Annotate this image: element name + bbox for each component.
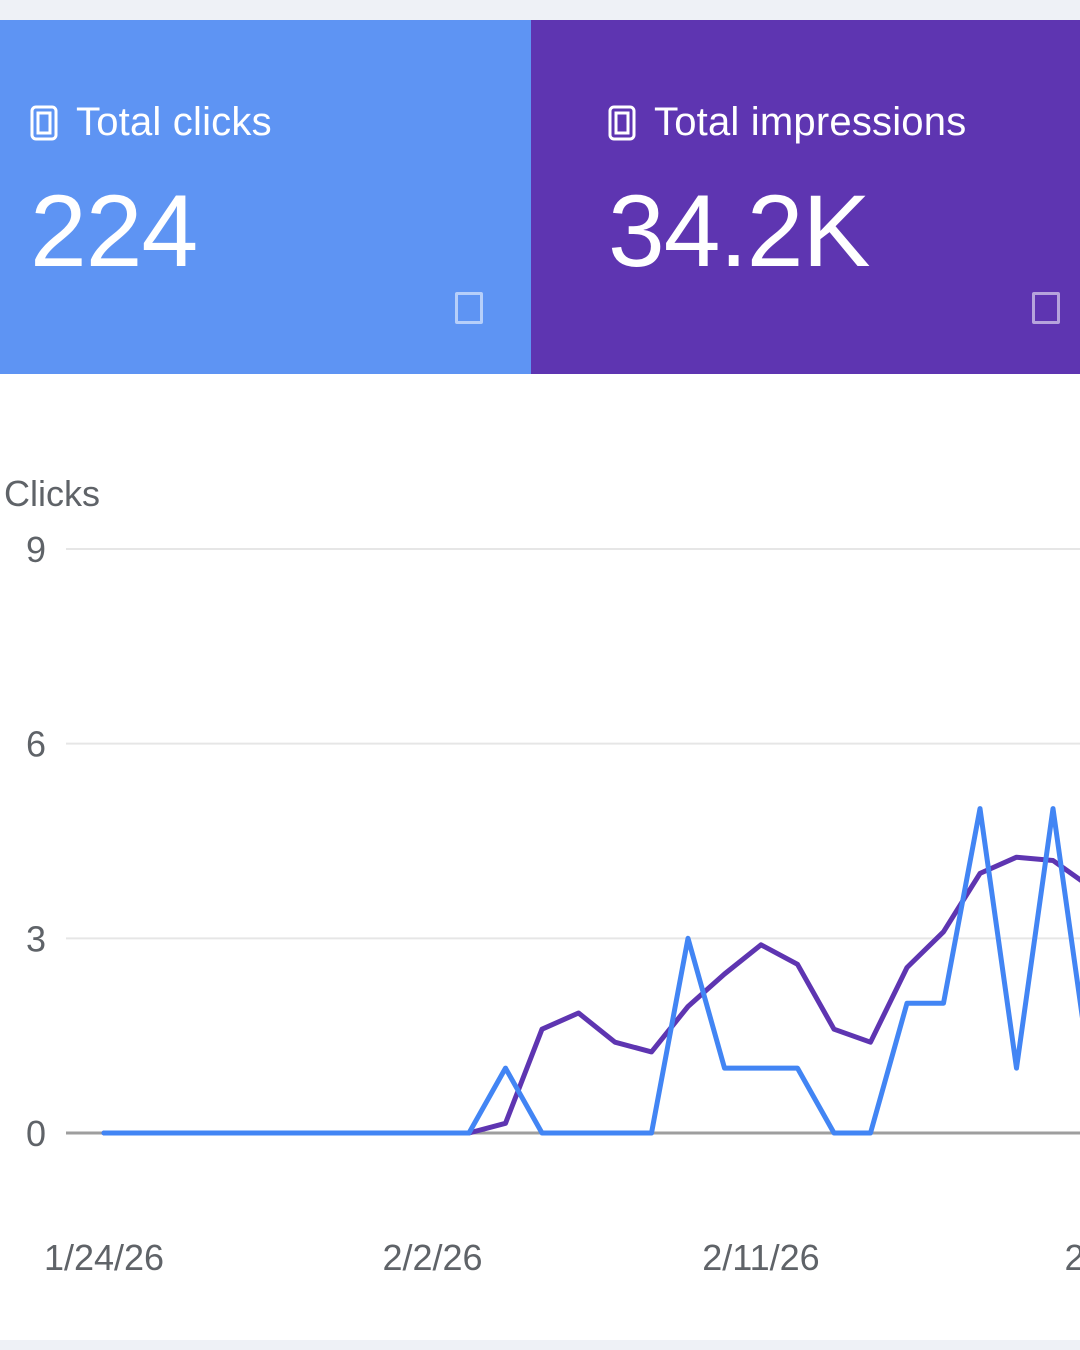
device-icon [608, 105, 636, 141]
chart-svg: Clicks 0 3 6 9 1/24/26 2/2/26 2/11/26 2/2 [4, 473, 1080, 1278]
total-clicks-label: Total clicks [76, 100, 272, 144]
metric-cards: Total clicks 224 Total impressions 34.2K [0, 20, 1080, 374]
impressions-series-line [101, 854, 1080, 1136]
y-tick-label: 9 [26, 529, 46, 570]
chart-grid [66, 548, 1080, 1135]
total-clicks-value: 224 [30, 174, 198, 288]
y-tick-label: 3 [26, 918, 46, 959]
x-tick-label: 2/2 [1064, 1237, 1080, 1278]
clicks-series-line [101, 806, 1080, 1136]
y-axis-title: Clicks [4, 473, 100, 514]
y-tick-label: 0 [26, 1113, 46, 1154]
total-clicks-header: Total clicks [30, 100, 272, 145]
performance-chart: Clicks 0 3 6 9 1/24/26 2/2/26 2/11/26 2/2 [0, 374, 1080, 1340]
x-tick-label: 1/24/26 [44, 1237, 164, 1278]
x-tick-label: 2/11/26 [702, 1237, 819, 1278]
x-tick-label: 2/2/26 [382, 1237, 482, 1278]
performance-panel: Total clicks 224 Total impressions 34.2K… [0, 20, 1080, 1340]
total-clicks-card[interactable]: Total clicks 224 [0, 20, 531, 374]
y-axis-ticks: 0 3 6 9 [26, 529, 46, 1154]
total-impressions-value: 34.2K [608, 174, 871, 288]
total-impressions-header: Total impressions [608, 100, 966, 145]
total-impressions-checkbox[interactable] [1032, 292, 1060, 324]
total-impressions-label: Total impressions [654, 100, 967, 144]
y-tick-label: 6 [26, 724, 46, 765]
chart-series [101, 806, 1080, 1136]
total-impressions-card[interactable]: Total impressions 34.2K [531, 20, 1080, 374]
total-clicks-checkbox[interactable] [455, 292, 483, 324]
x-axis-ticks: 1/24/26 2/2/26 2/11/26 2/2 [44, 1237, 1080, 1278]
device-icon [30, 105, 58, 141]
